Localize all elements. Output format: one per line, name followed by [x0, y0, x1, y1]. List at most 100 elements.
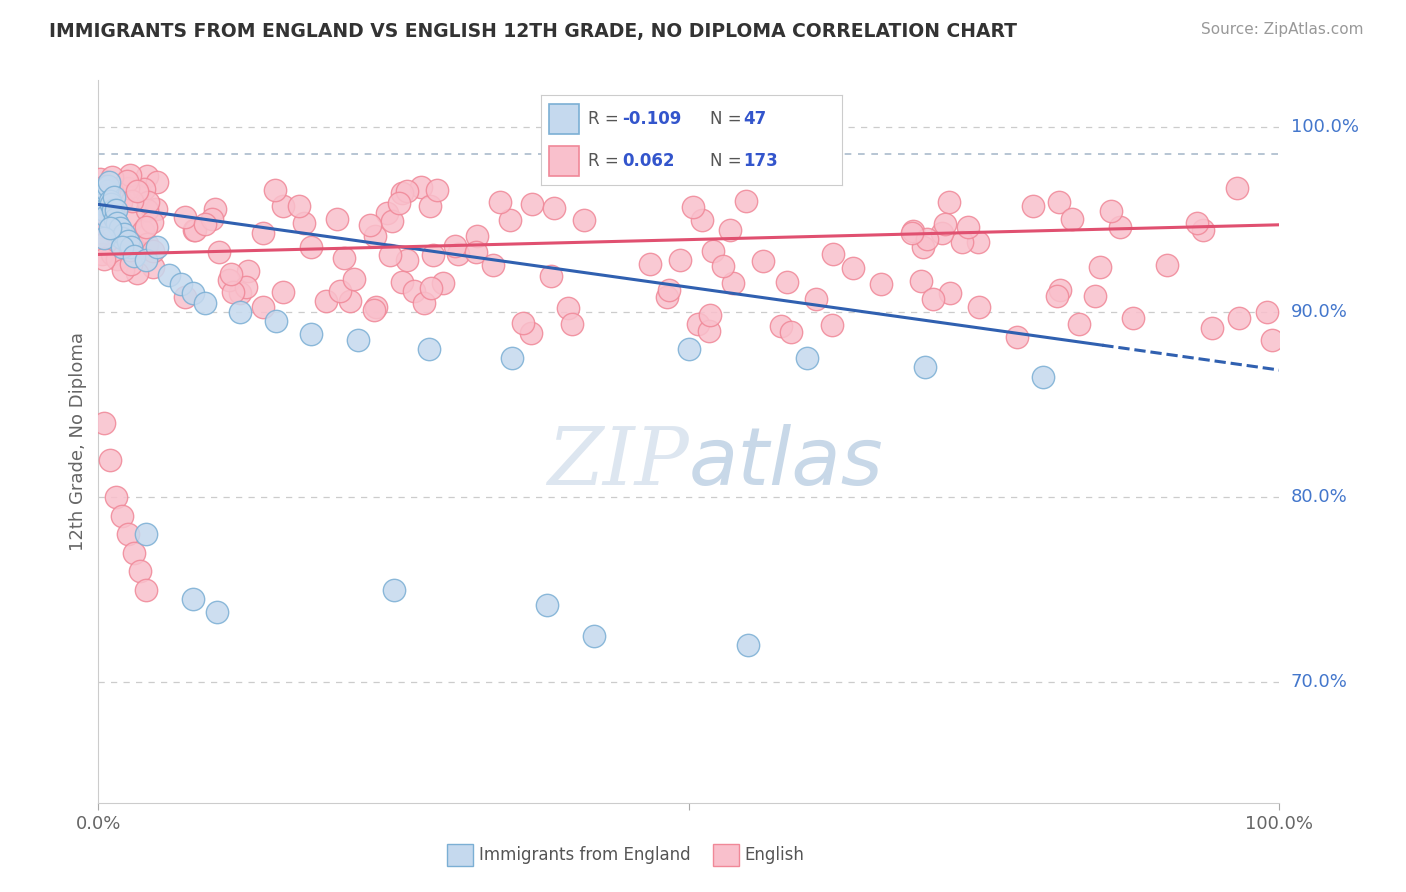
Point	[299, 327, 322, 342]
Point	[90, 220, 112, 235]
Point	[271, 199, 294, 213]
Point	[1099, 204, 1122, 219]
Point	[89, 172, 111, 186]
Point	[404, 284, 426, 298]
Point	[288, 199, 311, 213]
Point	[135, 220, 157, 235]
Point	[921, 292, 943, 306]
Point	[238, 263, 260, 277]
Point	[1192, 223, 1215, 237]
Point	[90, 194, 112, 208]
Point	[101, 170, 124, 185]
Point	[208, 244, 231, 259]
Point	[699, 308, 721, 322]
Point	[444, 239, 467, 253]
Point	[1201, 321, 1223, 335]
Point	[950, 235, 973, 250]
Point	[686, 317, 709, 331]
Point	[1005, 330, 1028, 344]
Point	[121, 211, 143, 226]
Point	[347, 333, 370, 347]
Point	[89, 212, 111, 227]
Point	[118, 169, 141, 183]
Point	[418, 342, 440, 356]
Point	[135, 582, 157, 597]
Point	[135, 236, 157, 251]
Point	[120, 257, 142, 271]
Point	[135, 202, 157, 217]
Point	[752, 254, 775, 268]
Point	[391, 186, 413, 200]
Point	[540, 269, 562, 284]
Point	[101, 202, 124, 217]
Point	[101, 184, 124, 198]
Point	[112, 262, 135, 277]
Point	[956, 220, 979, 235]
Point	[252, 226, 274, 240]
Point	[380, 248, 402, 262]
Point	[194, 218, 217, 232]
Text: atlas: atlas	[689, 425, 884, 502]
Point	[142, 244, 165, 258]
Point	[135, 527, 157, 541]
Point	[939, 286, 962, 301]
Bar	[447, 844, 472, 865]
Point	[482, 258, 505, 272]
Point	[1088, 260, 1111, 274]
Point	[103, 190, 125, 204]
Point	[520, 197, 543, 211]
Point	[146, 240, 169, 254]
Point	[711, 259, 734, 273]
Point	[219, 267, 242, 281]
Point	[229, 286, 252, 301]
Text: Immigrants from England: Immigrants from England	[478, 846, 690, 863]
Point	[125, 184, 148, 198]
Point	[91, 247, 114, 261]
Point	[115, 174, 138, 188]
Point	[1156, 258, 1178, 272]
Point	[536, 598, 558, 612]
Point	[97, 178, 120, 193]
Point	[125, 266, 148, 280]
Point	[391, 275, 413, 289]
Point	[737, 638, 759, 652]
Point	[422, 248, 444, 262]
Point	[94, 209, 117, 223]
Point	[721, 276, 744, 290]
Point	[136, 169, 159, 183]
Text: IMMIGRANTS FROM ENGLAND VS ENGLISH 12TH GRADE, NO DIPLOMA CORRELATION CHART: IMMIGRANTS FROM ENGLAND VS ENGLISH 12TH …	[49, 22, 1017, 41]
Point	[218, 273, 240, 287]
Point	[734, 194, 756, 208]
Point	[111, 240, 134, 254]
Point	[465, 229, 488, 244]
Point	[806, 292, 828, 306]
Point	[117, 527, 139, 541]
Point	[201, 212, 224, 227]
Point	[117, 181, 139, 195]
Point	[104, 212, 127, 227]
Point	[901, 224, 924, 238]
Point	[395, 185, 418, 199]
Point	[122, 249, 145, 263]
Point	[93, 202, 115, 217]
Point	[638, 257, 661, 271]
Point	[94, 178, 117, 193]
Point	[359, 218, 381, 232]
Point	[128, 564, 150, 578]
Text: Source: ZipAtlas.com: Source: ZipAtlas.com	[1201, 22, 1364, 37]
Point	[870, 277, 893, 291]
Point	[299, 240, 322, 254]
Point	[128, 183, 150, 197]
Point	[91, 188, 114, 202]
Point	[557, 301, 579, 315]
Point	[94, 235, 117, 250]
Point	[678, 342, 700, 356]
Point	[96, 185, 118, 199]
Point	[98, 221, 121, 235]
Point	[221, 285, 243, 300]
Point	[967, 235, 990, 249]
Point	[170, 277, 193, 291]
Point	[499, 213, 522, 227]
Text: 100.0%: 100.0%	[1291, 118, 1358, 136]
Point	[915, 232, 938, 246]
